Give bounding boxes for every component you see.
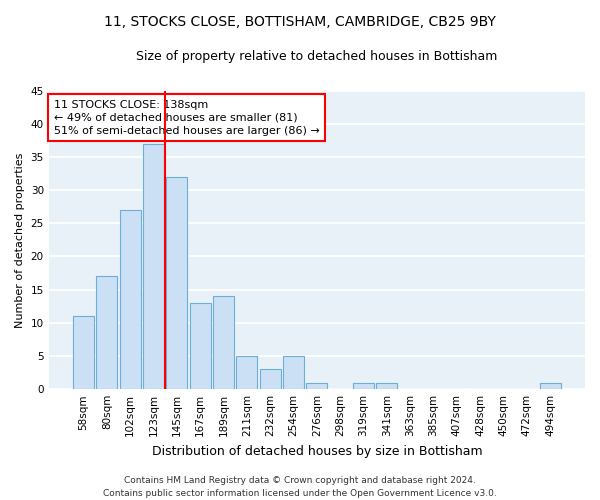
Y-axis label: Number of detached properties: Number of detached properties bbox=[15, 152, 25, 328]
Bar bbox=[283, 356, 304, 389]
Bar bbox=[190, 303, 211, 389]
X-axis label: Distribution of detached houses by size in Bottisham: Distribution of detached houses by size … bbox=[152, 444, 482, 458]
Title: Size of property relative to detached houses in Bottisham: Size of property relative to detached ho… bbox=[136, 50, 497, 63]
Bar bbox=[213, 296, 234, 389]
Text: Contains HM Land Registry data © Crown copyright and database right 2024.
Contai: Contains HM Land Registry data © Crown c… bbox=[103, 476, 497, 498]
Bar bbox=[260, 370, 281, 389]
Bar bbox=[166, 177, 187, 389]
Text: 11 STOCKS CLOSE: 138sqm
← 49% of detached houses are smaller (81)
51% of semi-de: 11 STOCKS CLOSE: 138sqm ← 49% of detache… bbox=[54, 100, 320, 136]
Bar bbox=[307, 382, 328, 389]
Bar bbox=[539, 382, 560, 389]
Bar bbox=[376, 382, 397, 389]
Bar bbox=[143, 144, 164, 389]
Bar bbox=[97, 276, 118, 389]
Text: 11, STOCKS CLOSE, BOTTISHAM, CAMBRIDGE, CB25 9BY: 11, STOCKS CLOSE, BOTTISHAM, CAMBRIDGE, … bbox=[104, 15, 496, 29]
Bar bbox=[120, 210, 140, 389]
Bar bbox=[236, 356, 257, 389]
Bar bbox=[353, 382, 374, 389]
Bar bbox=[73, 316, 94, 389]
